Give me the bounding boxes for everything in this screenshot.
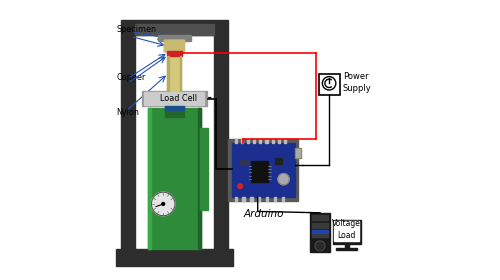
Bar (116, 249, 232, 266)
Bar (332, 220, 360, 244)
Text: Nylon: Nylon (116, 108, 139, 117)
Bar (241, 139, 243, 143)
Bar (296, 149, 300, 157)
Bar (274, 197, 276, 201)
Bar (266, 197, 268, 201)
Bar (282, 197, 284, 201)
Bar (344, 243, 348, 248)
Bar (166, 106, 184, 110)
Circle shape (162, 202, 164, 205)
Bar (121, 20, 228, 35)
Bar (134, 24, 214, 35)
Text: Power
Supply: Power Supply (343, 73, 372, 92)
Bar (148, 108, 201, 249)
Bar (318, 74, 340, 95)
Text: Specimen: Specimen (116, 25, 156, 34)
Bar (310, 213, 330, 252)
Bar (318, 74, 340, 95)
Bar (247, 139, 249, 143)
Bar (272, 139, 274, 143)
Bar (312, 215, 328, 220)
Bar (312, 223, 328, 228)
Bar (148, 108, 150, 249)
Bar (242, 197, 244, 201)
Text: Load Cell: Load Cell (160, 94, 197, 103)
Text: Copper: Copper (116, 73, 146, 81)
Bar (158, 35, 191, 41)
Bar (214, 35, 228, 249)
Bar (167, 51, 182, 56)
Bar (180, 56, 182, 91)
Text: Arduino: Arduino (243, 209, 284, 219)
Bar (168, 56, 169, 91)
Text: Voltage
Load: Voltage Load (332, 220, 361, 239)
Bar (142, 91, 206, 106)
Circle shape (238, 184, 242, 188)
Bar (253, 139, 256, 143)
Circle shape (315, 241, 325, 251)
Bar (240, 160, 248, 164)
Bar (278, 139, 280, 143)
Bar (234, 139, 237, 143)
FancyBboxPatch shape (164, 40, 184, 52)
Bar (275, 158, 282, 164)
Bar (312, 230, 328, 233)
Bar (250, 197, 252, 201)
Bar (198, 108, 201, 249)
Bar (258, 197, 260, 201)
Bar (232, 143, 295, 197)
Bar (259, 139, 262, 143)
Bar (234, 197, 237, 201)
Bar (166, 105, 184, 117)
Bar (228, 139, 298, 201)
Bar (200, 128, 208, 210)
Bar (168, 56, 181, 91)
Circle shape (278, 174, 289, 185)
Bar (295, 148, 301, 158)
Bar (336, 248, 357, 250)
Bar (266, 139, 268, 143)
Bar (252, 161, 268, 182)
Circle shape (152, 192, 175, 216)
Bar (334, 221, 359, 241)
Bar (284, 139, 286, 143)
Bar (121, 35, 134, 249)
Bar (312, 232, 328, 237)
Bar (144, 92, 204, 105)
